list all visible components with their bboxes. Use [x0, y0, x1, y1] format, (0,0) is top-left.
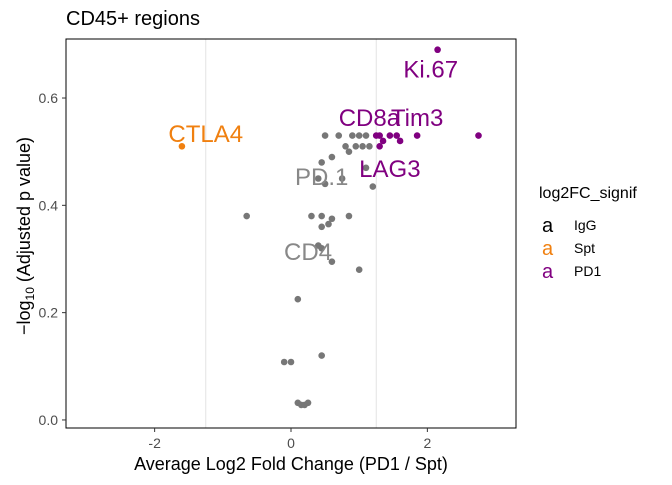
data-point [308, 212, 315, 220]
point-annotation: CTLA4 [168, 121, 243, 148]
legend-key: a [542, 215, 554, 237]
plot-border [65, 38, 517, 429]
data-point [366, 143, 373, 150]
data-point [243, 212, 250, 220]
legend-key: a [542, 261, 554, 283]
y-axis-label: −log10 (Adjusted p value) [14, 137, 37, 335]
data-point [280, 358, 288, 366]
x-tick-label: 2 [423, 435, 431, 451]
data-point [325, 220, 332, 228]
y-tick-label: 0.4 [39, 197, 59, 213]
data-point [178, 143, 186, 150]
data-point [318, 212, 325, 220]
y-tick-label: 0.0 [39, 412, 59, 428]
point-annotation: LAG3 [359, 156, 420, 183]
legend-label: PD1 [574, 263, 601, 279]
data-point [376, 132, 383, 139]
data-point [328, 215, 336, 223]
legend-label: IgG [574, 217, 597, 233]
legend-title: log2FC_signif [539, 185, 637, 202]
data-point [376, 143, 383, 150]
data-point [413, 132, 421, 139]
legend-key: a [542, 238, 554, 260]
x-tick-label: -2 [148, 435, 161, 451]
point-annotation: CD8a [339, 105, 401, 132]
data-point [434, 46, 441, 54]
chart-title: CD45+ regions [66, 8, 200, 30]
data-point [294, 295, 302, 303]
y-axis-label-suffix: (Adjusted p value) [14, 137, 34, 287]
data-point [328, 153, 336, 161]
data-point [345, 148, 353, 155]
point-annotation: CD4 [284, 239, 332, 266]
data-point [362, 132, 370, 139]
data-point [386, 132, 394, 139]
data-point [475, 132, 482, 139]
data-point [359, 143, 366, 150]
data-point [396, 137, 404, 145]
data-point [379, 137, 387, 145]
data-point [321, 180, 329, 188]
data-point [342, 143, 349, 150]
data-point [393, 132, 400, 139]
point-annotation: Tim3 [391, 105, 443, 132]
data-point [318, 352, 325, 359]
data-point [345, 212, 353, 220]
data-point [304, 399, 312, 407]
data-point [318, 244, 325, 252]
data-point [355, 266, 363, 274]
data-point [369, 183, 377, 190]
data-point [318, 159, 325, 166]
x-axis-label: Average Log2 Fold Change (PD1 / Spt) [134, 454, 448, 474]
legend: log2FC_signif a IgG a Spt a PD1 [539, 185, 637, 283]
data-point [349, 132, 356, 139]
data-point [338, 175, 346, 182]
data-point [321, 132, 329, 139]
data-point [318, 223, 325, 231]
y-axis-label-prefix: −log [14, 300, 34, 335]
data-point [352, 143, 360, 150]
legend-label: Spt [574, 240, 595, 256]
x-tick-label: 0 [287, 435, 295, 451]
data-point [355, 132, 363, 139]
point-annotation: PD.1 [295, 164, 348, 191]
data-point [287, 358, 295, 366]
data-point [335, 132, 343, 139]
data-point [362, 164, 370, 172]
y-tick-label: 0.6 [39, 90, 59, 106]
data-point [328, 258, 336, 265]
data-point [314, 175, 322, 182]
point-annotation: Ki.67 [403, 57, 458, 84]
y-tick-label: 0.2 [39, 305, 59, 321]
y-axis-label-subscript: 10 [23, 287, 37, 301]
